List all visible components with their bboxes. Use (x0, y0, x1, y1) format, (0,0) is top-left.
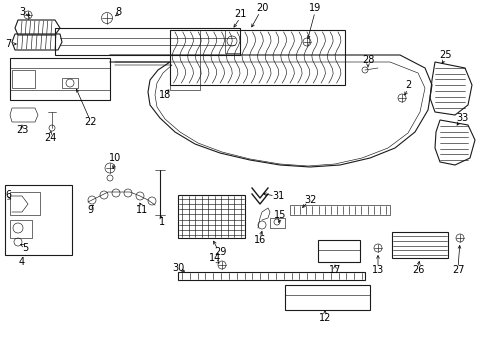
Text: 25: 25 (439, 50, 451, 60)
Text: 18: 18 (159, 90, 171, 100)
Text: 19: 19 (309, 3, 321, 13)
Text: 28: 28 (362, 55, 374, 65)
Text: 17: 17 (329, 265, 341, 275)
Text: 24: 24 (44, 133, 56, 143)
Text: 22: 22 (84, 117, 96, 127)
Text: 1: 1 (159, 217, 165, 227)
Text: 20: 20 (256, 3, 268, 13)
Text: 29: 29 (214, 247, 226, 257)
Text: 14: 14 (209, 253, 221, 263)
Text: 11: 11 (136, 205, 148, 215)
Text: 26: 26 (412, 265, 424, 275)
Text: 31: 31 (272, 191, 284, 201)
Text: 12: 12 (319, 313, 331, 323)
Text: 16: 16 (254, 235, 266, 245)
Text: 15: 15 (274, 210, 286, 220)
Text: 13: 13 (372, 265, 384, 275)
Text: 21: 21 (234, 9, 246, 19)
Text: 7: 7 (5, 39, 11, 49)
Text: 23: 23 (16, 125, 28, 135)
Text: 33: 33 (456, 113, 468, 123)
Text: 2: 2 (405, 80, 411, 90)
Text: 4: 4 (19, 257, 25, 267)
Text: 6: 6 (5, 190, 11, 200)
Text: 30: 30 (172, 263, 184, 273)
Text: 8: 8 (115, 7, 121, 17)
Text: 5: 5 (22, 243, 28, 253)
Text: 10: 10 (109, 153, 121, 163)
Text: 3: 3 (19, 7, 25, 17)
Text: 9: 9 (87, 205, 93, 215)
Text: 32: 32 (304, 195, 316, 205)
Text: 27: 27 (452, 265, 464, 275)
